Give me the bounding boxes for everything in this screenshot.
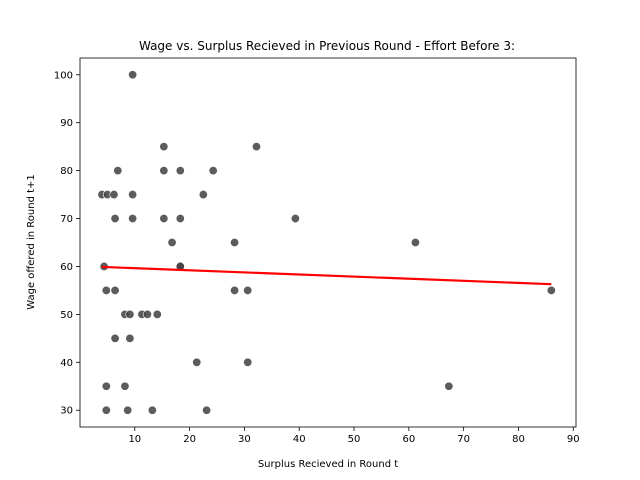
data-point [125, 333, 135, 343]
data-point [202, 405, 212, 415]
data-point [110, 285, 120, 295]
y-axis: 30 40 50 60 70 80 90 100 [54, 70, 80, 417]
y-tick-label: 50 [60, 310, 73, 321]
x-tick-label: 60 [402, 434, 415, 445]
data-point [128, 190, 138, 200]
data-point [147, 405, 157, 415]
data-point [243, 357, 253, 367]
x-tick-label: 90 [567, 434, 580, 445]
data-point [101, 381, 111, 391]
data-point [159, 214, 169, 224]
data-point [152, 309, 162, 319]
x-tick-label: 70 [457, 434, 470, 445]
data-point [243, 285, 253, 295]
data-point [167, 238, 177, 248]
data-point [175, 214, 185, 224]
y-tick-label: 40 [60, 358, 73, 369]
y-tick-label: 60 [60, 262, 73, 273]
data-point [110, 333, 120, 343]
data-point [230, 238, 240, 248]
y-tick-label: 70 [60, 214, 73, 225]
y-tick-label: 90 [60, 118, 73, 129]
data-point [198, 190, 208, 200]
data-point [159, 166, 169, 176]
data-point [175, 166, 185, 176]
data-point [109, 190, 119, 200]
data-point [290, 214, 300, 224]
data-point [113, 166, 123, 176]
x-tick-label: 50 [348, 434, 361, 445]
data-point [192, 357, 202, 367]
y-tick-label: 80 [60, 166, 73, 177]
x-tick-label: 40 [293, 434, 306, 445]
y-tick-label: 30 [60, 406, 73, 417]
data-point [120, 381, 130, 391]
data-point [125, 309, 135, 319]
data-point [159, 142, 169, 152]
data-point [546, 285, 556, 295]
x-tick-label: 10 [128, 434, 141, 445]
data-point [110, 214, 120, 224]
data-point [230, 285, 240, 295]
data-point [444, 381, 454, 391]
data-point [410, 238, 420, 248]
chart-title: Wage vs. Surplus Recieved in Previous Ro… [139, 39, 515, 53]
plot-frame [79, 57, 577, 428]
x-tick-label: 30 [238, 434, 251, 445]
data-point [208, 166, 218, 176]
data-point [251, 142, 261, 152]
x-tick-label: 80 [512, 434, 525, 445]
data-point [142, 309, 152, 319]
y-axis-label: Wage offered in Round t+1 [26, 174, 37, 310]
x-tick-label: 20 [183, 434, 196, 445]
data-point [123, 405, 133, 415]
x-axis-label: Surplus Recieved in Round t [258, 459, 398, 470]
y-tick-label: 100 [54, 70, 73, 81]
data-point [128, 70, 138, 80]
data-point [101, 285, 111, 295]
x-axis: 10 20 30 40 50 60 70 80 90 [128, 427, 580, 445]
data-point [128, 214, 138, 224]
data-point [101, 405, 111, 415]
regression-line [101, 265, 552, 286]
plot-area [97, 70, 556, 415]
